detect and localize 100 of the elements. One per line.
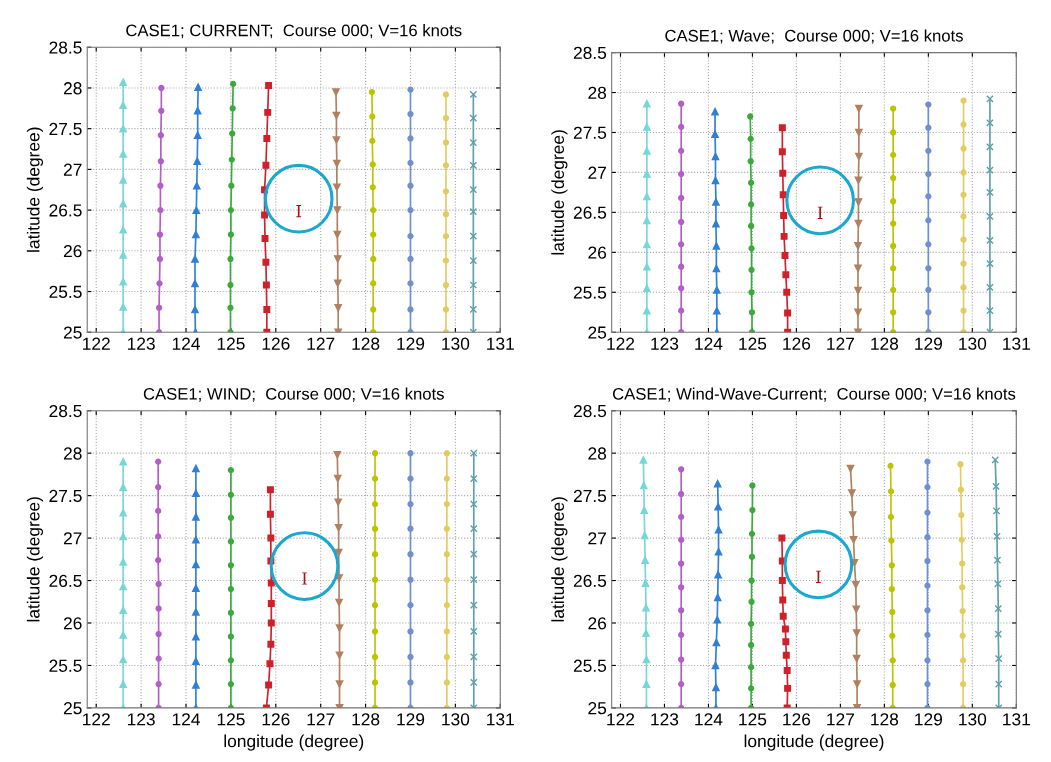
point: [155, 655, 162, 662]
point: [407, 280, 414, 287]
point: [335, 651, 344, 660]
point: [334, 498, 343, 507]
x-tick-label: 126: [262, 337, 290, 350]
point: [747, 685, 755, 692]
point: [227, 231, 235, 238]
chart-title: CASE1; Wave; Course 000; V=16 knots: [665, 29, 963, 44]
point: [643, 284, 651, 293]
point: [334, 524, 343, 532]
point: [333, 255, 342, 263]
point: [846, 464, 855, 473]
point: [442, 233, 450, 240]
point: [713, 479, 722, 488]
point: [407, 182, 414, 189]
x-tick-label: 128: [352, 713, 380, 726]
point: [119, 582, 127, 591]
point: [712, 683, 720, 692]
x-tick-label: 127: [307, 337, 335, 350]
point: [442, 91, 450, 98]
point: [747, 620, 755, 627]
point: [957, 461, 964, 468]
point: [371, 653, 379, 661]
point: [678, 560, 685, 567]
point: [442, 188, 450, 195]
point: [192, 181, 201, 190]
point: [371, 475, 379, 482]
x-tick-label: 122: [83, 337, 110, 350]
point: [959, 632, 966, 639]
point: [407, 206, 414, 214]
point: [119, 150, 127, 158]
point: [469, 500, 478, 508]
y-axis-title: latitude (degree): [26, 127, 44, 252]
point: [333, 279, 342, 288]
point: [678, 490, 685, 498]
point: [119, 606, 127, 615]
y-tick-label: 28.5: [49, 404, 82, 418]
y-tick-label: 27: [588, 532, 606, 545]
point: [370, 255, 377, 263]
point: [960, 236, 967, 243]
point: [778, 534, 786, 542]
point: [119, 532, 127, 541]
point: [333, 230, 342, 239]
point: [890, 129, 897, 136]
point: [851, 580, 860, 589]
point: [407, 450, 414, 457]
point: [371, 450, 379, 457]
point: [407, 159, 414, 166]
point: [369, 161, 376, 168]
x-tick-label: 125: [739, 337, 767, 350]
x-tick-label: 124: [172, 713, 200, 726]
point: [678, 607, 685, 614]
point: [924, 607, 931, 614]
point: [333, 206, 342, 214]
point: [778, 124, 786, 132]
point: [194, 83, 202, 91]
point: [713, 615, 722, 624]
point: [227, 633, 235, 640]
point: [925, 170, 932, 178]
point: [960, 121, 967, 128]
point: [782, 638, 790, 646]
x-tick-label: 130: [959, 337, 987, 350]
point: [924, 680, 931, 688]
point: [192, 206, 201, 214]
chart-title: CASE1; CURRENT; Course 000; V=16 knots: [126, 24, 462, 39]
point: [227, 255, 234, 263]
point: [854, 264, 862, 273]
point: [266, 660, 274, 668]
point: [678, 100, 685, 107]
y-axis-title: latitude (degree): [551, 130, 568, 255]
point: [643, 240, 651, 249]
point: [890, 198, 897, 205]
point: [991, 456, 1000, 464]
x-tick-label: 124: [172, 337, 200, 350]
point: [155, 533, 162, 540]
y-tick-label: 27.5: [573, 489, 607, 503]
point: [779, 191, 787, 199]
point: [229, 130, 236, 137]
point: [678, 466, 685, 473]
y-tick-label: 26: [588, 617, 607, 630]
point: [924, 484, 931, 491]
point: [407, 602, 414, 609]
point: [266, 510, 274, 518]
point: [678, 170, 685, 178]
point: [333, 451, 342, 459]
x-tick-label: 123: [651, 713, 679, 726]
point: [855, 128, 863, 137]
point: [193, 106, 202, 115]
point: [959, 657, 967, 664]
point: [678, 263, 685, 270]
point: [407, 475, 414, 482]
point: [469, 601, 478, 609]
point: [230, 80, 237, 88]
point: [925, 147, 932, 154]
x-tick-label: 129: [915, 713, 943, 726]
y-tick-label: 26.5: [573, 206, 607, 219]
point: [960, 284, 967, 291]
point: [407, 576, 414, 583]
point: [192, 513, 200, 521]
point: [643, 216, 651, 225]
